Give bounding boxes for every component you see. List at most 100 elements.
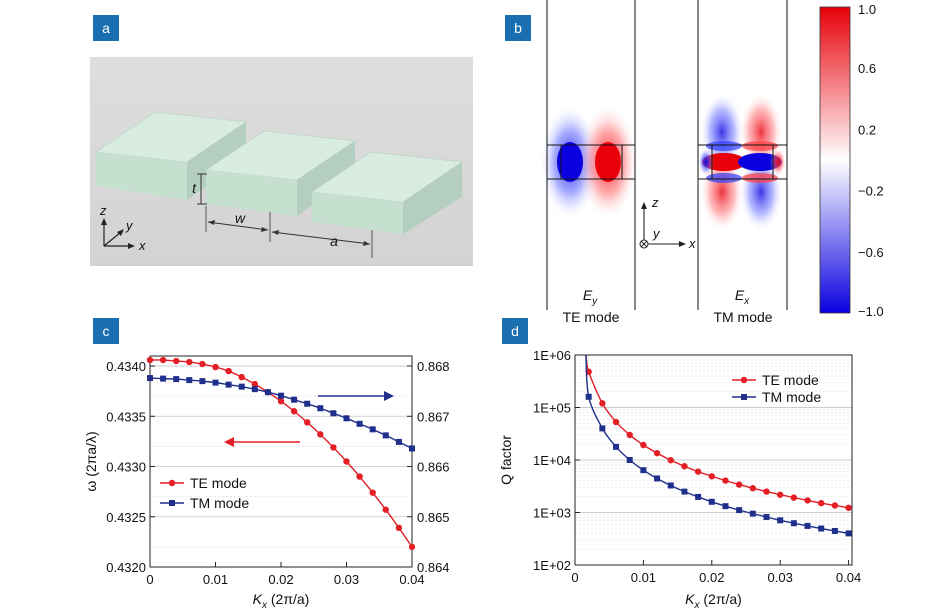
data-point: [654, 475, 661, 482]
data-point: [667, 457, 674, 464]
data-point: [763, 514, 770, 521]
series-line: [149, 377, 413, 450]
data-point: [330, 444, 337, 451]
data-point: [667, 482, 674, 489]
x-tick-label: 0.02: [699, 570, 724, 585]
slab-1: [95, 111, 247, 200]
y-tick-label: 1E+05: [533, 401, 571, 416]
data-point: [173, 357, 180, 365]
data-point: [159, 356, 167, 364]
data-point: [626, 431, 633, 439]
chart-d: 0 0.01 0.02 0.03 0.04 1E+06 1E+05 1E+04 1E+03 1E+…: [498, 348, 861, 611]
te-field-label: Ey: [583, 287, 598, 307]
data-point: [640, 441, 647, 449]
colorbar: 1.0 0.6 0.2 −0.2 −0.6 −1.0: [819, 2, 884, 319]
data-point: [735, 481, 743, 488]
panel-label-a-box: [93, 15, 119, 41]
tm-mode-label: TM mode: [713, 309, 772, 325]
data-point: [585, 393, 592, 400]
data-point: [722, 503, 729, 510]
data-point: [199, 378, 206, 385]
panel-b: b: [505, 0, 884, 325]
data-point: [776, 491, 784, 498]
data-point: [408, 543, 416, 551]
data-point: [304, 400, 311, 407]
dim-t-label: t: [192, 180, 197, 196]
svg-text:x: x: [688, 236, 696, 251]
y-tick-label-left: 0.4335: [106, 409, 146, 424]
data-point: [763, 488, 770, 495]
colorbar-tick-label: 1.0: [858, 2, 876, 17]
data-point: [225, 381, 232, 388]
legend-marker: [740, 376, 748, 384]
data-point: [681, 463, 688, 470]
panel-label-c: c: [103, 323, 110, 339]
data-point: [695, 493, 702, 500]
series-te-mode: [585, 354, 852, 511]
x-axis-label: Kx (2π/a): [685, 591, 742, 611]
x-axis-label: Kx (2π/a): [253, 591, 310, 611]
x-tick-label: 0: [146, 572, 153, 587]
y-axis-label: ω (2πa/λ): [83, 431, 99, 491]
data-point: [160, 375, 167, 382]
colorbar-tick-label: −1.0: [858, 304, 884, 319]
legend-label: TM mode: [762, 389, 821, 405]
data-point: [749, 510, 756, 517]
panel-d: d 0 0.01 0.02 0.03 0.04 1E+06 1E+05 1E+04 1E+03 1…: [498, 318, 861, 611]
panel-c: c 0 0.01 0.02 0.03 0.04 0.4340 0.4335 0.4330 0.4…: [83, 318, 450, 611]
data-point: [173, 376, 180, 383]
tm-axis-arrowhead: [384, 391, 394, 401]
data-point: [722, 477, 729, 484]
x-tick-label: 0.04: [836, 570, 861, 585]
data-point: [845, 504, 852, 511]
dim-a-label: a: [330, 233, 338, 249]
y-tick-label-right: 0.865: [417, 510, 450, 525]
data-point: [831, 502, 839, 509]
data-point: [395, 438, 402, 445]
x-tick-label: 0.04: [399, 572, 424, 587]
slab-3: [311, 151, 463, 234]
colorbar-tick-label: 0.2: [858, 122, 876, 137]
legend-label: TE mode: [762, 372, 819, 388]
data-point: [186, 377, 193, 384]
panel-label-d-box: [502, 318, 528, 344]
data-point: [613, 443, 620, 450]
svg-text:y: y: [125, 218, 134, 233]
x-tick-label: 0.01: [631, 570, 656, 585]
data-point: [653, 449, 661, 457]
data-point: [790, 520, 797, 527]
data-point: [681, 488, 688, 495]
data-point: [845, 530, 852, 537]
colorbar-tick-label: −0.6: [858, 245, 884, 260]
data-point: [291, 396, 298, 403]
data-point: [212, 379, 219, 386]
series-te-mode: [146, 356, 416, 551]
series-tm-mode: [147, 375, 415, 452]
x-tick-label: 0: [571, 570, 578, 585]
data-point: [238, 383, 245, 390]
y-tick-label-right: 0.868: [417, 359, 450, 374]
data-point: [708, 498, 715, 505]
data-point: [599, 400, 606, 407]
data-point: [356, 420, 363, 427]
data-point: [343, 458, 350, 465]
panel-label-a: a: [102, 20, 110, 36]
legend-label: TE mode: [190, 475, 247, 491]
data-point: [264, 389, 271, 396]
data-point: [199, 360, 206, 368]
y-tick-label: 1E+03: [533, 506, 571, 521]
data-point: [804, 497, 811, 504]
y-tick-label-left: 0.4320: [106, 560, 146, 575]
y-axis-label: Q factor: [498, 435, 514, 485]
axis-triad-a: z y x: [99, 203, 146, 253]
panel-label-b: b: [514, 20, 522, 36]
data-point: [290, 408, 298, 415]
svg-text:y: y: [652, 226, 661, 241]
tm-field-label: Ex: [735, 287, 750, 307]
colorbar-tick-label: −0.2: [858, 184, 884, 199]
panel-label-c-box: [93, 318, 119, 344]
te-axis-arrowhead: [224, 437, 234, 447]
axis-triad-b: z y x: [639, 195, 696, 251]
y-tick-label-right: 0.866: [417, 460, 450, 475]
